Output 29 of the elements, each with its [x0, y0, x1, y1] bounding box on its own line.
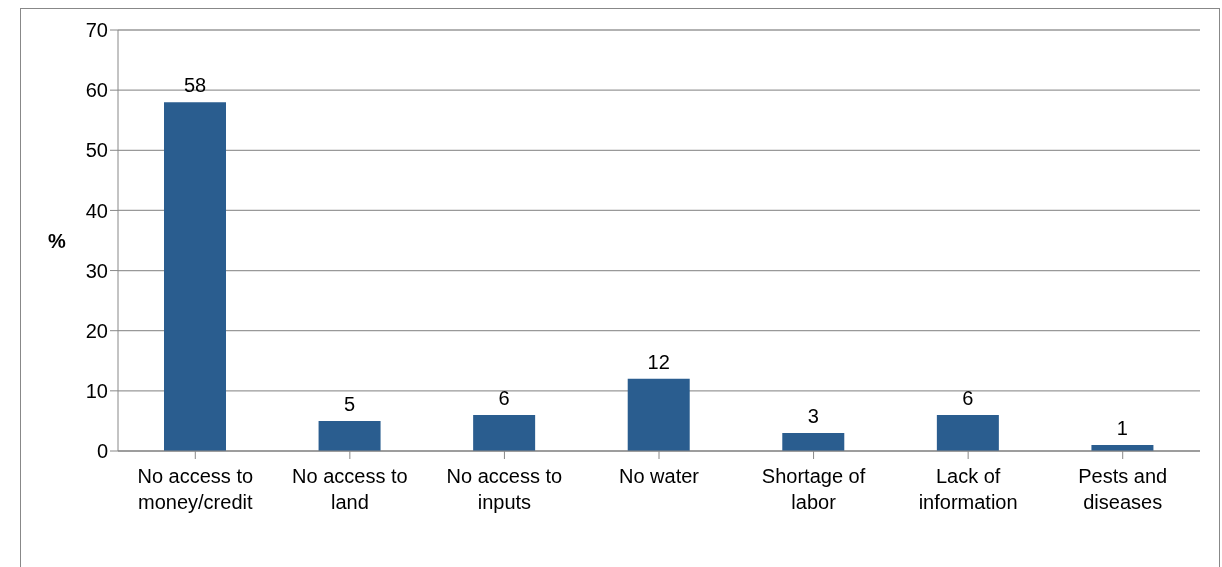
bar [627, 378, 690, 451]
x-tick-label: No access to land [292, 465, 408, 513]
data-label: 3 [807, 404, 819, 427]
bar [473, 414, 536, 451]
bar [782, 432, 845, 451]
y-tick-label: 10 [85, 379, 108, 402]
data-label: 6 [962, 386, 974, 409]
y-tick-label: 50 [85, 139, 108, 162]
y-tick-label: 60 [85, 79, 108, 102]
y-tick-label: 30 [85, 259, 108, 282]
data-label: 6 [498, 386, 510, 409]
bar [164, 102, 226, 451]
bar [318, 420, 381, 451]
y-tick-label: 70 [85, 19, 108, 42]
data-label: 5 [344, 392, 356, 415]
y-axis-title: % [48, 229, 66, 252]
x-tick-label: Shortage of labor [761, 465, 866, 513]
data-label: 58 [183, 74, 207, 97]
x-tick-label: Lack of information [918, 465, 1018, 513]
y-tick-label: 20 [85, 319, 108, 342]
x-tick-label: No water [618, 465, 700, 487]
data-label: 12 [647, 350, 670, 373]
y-tick-label: 40 [85, 199, 108, 222]
bar [936, 414, 999, 451]
x-tick-label: No access to money/credit [137, 465, 254, 513]
data-label: 1 [1116, 416, 1128, 439]
y-tick-label: 0 [96, 440, 108, 463]
x-tick-label: Pests and diseases [1078, 465, 1168, 513]
x-tick-label: No access to inputs [446, 465, 563, 513]
